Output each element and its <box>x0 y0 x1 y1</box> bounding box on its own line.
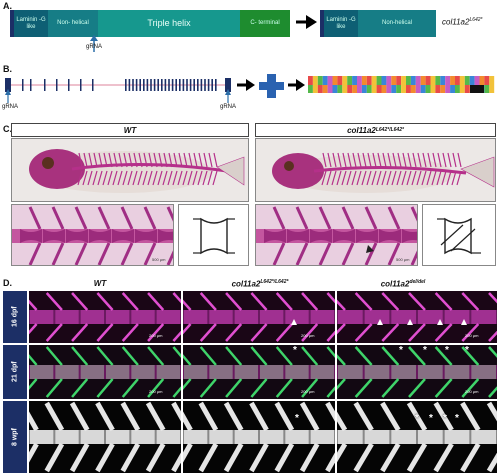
panel-c-header-wt: WT <box>11 123 249 137</box>
allele-label-a: col11a2L642* <box>442 17 483 27</box>
d-scale-4: 200 μm <box>149 389 163 394</box>
mut-sup: L642*/L642* <box>375 127 404 133</box>
row-label-16dpf: 16 dpf <box>3 291 27 343</box>
arrowhead <box>291 319 297 325</box>
d-scale-1: 200 μm <box>149 333 163 338</box>
d-16dpf-wt: 200 μm <box>29 291 181 343</box>
star-marker: * <box>443 413 447 424</box>
signal-peptide <box>10 10 14 37</box>
grna-label-b-right: gRNA <box>220 104 237 110</box>
arrowhead <box>437 319 443 325</box>
wt-fish-image <box>11 138 249 202</box>
trunc-laminin: Laminin -G like <box>324 10 358 37</box>
star-marker: * <box>293 345 297 356</box>
d-scale-2: 200 μm <box>301 333 315 338</box>
grna-label-a: gRNA <box>86 44 103 50</box>
star-marker: * <box>295 413 299 424</box>
d-16dpf-mut: 200 μm <box>183 291 335 343</box>
domain-triple-helix: Triple helix <box>98 10 240 37</box>
star-marker: * <box>399 345 403 356</box>
mut-base: col11a2 <box>347 125 376 135</box>
row-label-21dpf: 21 dpf <box>3 345 27 399</box>
arrowhead <box>407 319 413 325</box>
domain-nonhelical: Non- helical <box>48 10 98 37</box>
allele-sup: L642* <box>469 17 483 23</box>
panel-d-col-del: col11a2del/del <box>338 279 468 289</box>
star-marker: * <box>445 345 449 356</box>
trunc-signal <box>320 10 324 37</box>
panel-b-label: B. <box>3 64 12 74</box>
d-8wpf-wt <box>29 401 181 473</box>
panel-c-label: C. <box>3 124 12 134</box>
trunc-nonhelical: Non-helical <box>358 10 436 37</box>
star-marker: * <box>423 345 427 356</box>
row-label-8wpf: 8 wpf <box>3 401 27 473</box>
wt-spine-closeup: 500 μm <box>11 204 174 266</box>
star-marker: * <box>429 413 433 424</box>
d-8wpf-mut: * <box>183 401 335 473</box>
d-scale-3: 200 μm <box>465 333 479 338</box>
d-scale-5: 200 μm <box>301 389 315 394</box>
d-mut-base: col11a2 <box>231 279 261 289</box>
scale-bar-mut: 500 μm <box>396 257 410 262</box>
d-mut-sup: L642*/L642* <box>260 279 289 285</box>
d-scale-6: 200 μm <box>465 389 479 394</box>
domain-laminin: Laminin -G like <box>14 10 48 37</box>
star-marker: * <box>465 345 469 356</box>
d-21dpf-del: * * * * 200 μm <box>337 345 497 399</box>
d-8wpf-del: * * * * <box>337 401 497 473</box>
d-21dpf-mut: * 200 μm <box>183 345 335 399</box>
arrowhead <box>461 319 467 325</box>
mut-vertebra-schematic <box>422 204 496 266</box>
mut-spine-closeup: 500 μm <box>255 204 418 266</box>
panel-d-col-mut: col11a2L642*/L642* <box>180 279 340 289</box>
panel-a-arrows <box>90 15 317 52</box>
gene-structure <box>5 74 495 103</box>
d-16dpf-del: 200 μm <box>337 291 497 343</box>
allele-base: col11a2 <box>442 17 470 27</box>
wt-vertebra-schematic <box>178 204 249 266</box>
panel-d-col-wt: WT <box>93 279 107 288</box>
grna-label-b-left: gRNA <box>2 104 19 110</box>
panel-d-label: D. <box>3 278 12 288</box>
d-del-base: col11a2 <box>380 279 410 289</box>
d-21dpf-wt: 200 μm <box>29 345 181 399</box>
arrowhead <box>377 319 383 325</box>
panel-a-label: A. <box>3 1 12 11</box>
mut-fish-image <box>255 138 496 202</box>
panel-c-header-mut: col11a2 L642*/L642* <box>255 123 496 137</box>
d-del-sup: del/del <box>409 279 426 285</box>
domain-c-terminal: C- terminal <box>240 10 290 37</box>
scale-bar-wt: 500 μm <box>152 257 166 262</box>
star-marker: * <box>415 413 419 424</box>
star-marker: * <box>455 413 459 424</box>
